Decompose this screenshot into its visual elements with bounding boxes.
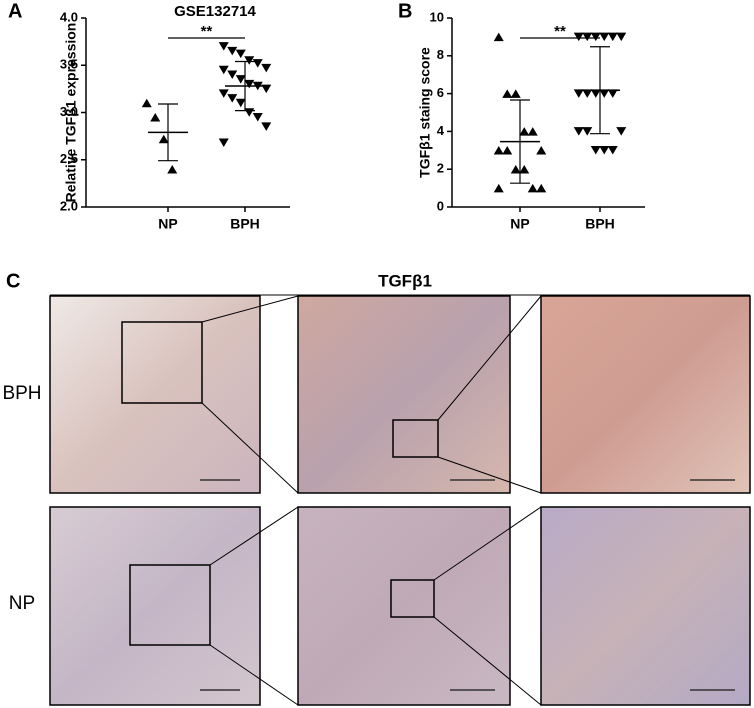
zoom-box <box>129 564 211 646</box>
micrograph <box>540 295 751 494</box>
data-point <box>227 70 238 79</box>
y-tick-label: 2.0 <box>60 198 78 213</box>
data-point <box>235 49 246 59</box>
data-point <box>590 32 601 42</box>
data-point <box>590 146 601 155</box>
panel-c: C TGFβ1 BPH NP <box>2 270 751 706</box>
data-point <box>527 183 538 193</box>
data-point <box>218 65 229 75</box>
data-point <box>244 108 255 117</box>
y-tick-label: 0 <box>437 198 444 213</box>
y-tick-label: 2 <box>437 161 444 176</box>
data-point <box>510 89 521 98</box>
data-point <box>607 32 618 42</box>
data-point <box>616 32 627 42</box>
y-axis-label: TGFβ1 staing score <box>417 47 433 178</box>
y-tick-label: 3.0 <box>60 104 78 119</box>
data-point <box>599 146 610 155</box>
y-axis-label: Relative TGFβ1 expression <box>63 23 79 203</box>
y-tick-label: 2.5 <box>60 151 78 166</box>
data-point <box>227 94 238 103</box>
data-point <box>150 112 161 122</box>
data-point <box>141 98 152 108</box>
data-point <box>158 134 169 144</box>
chart-title: GSE132714 <box>174 3 256 20</box>
data-point <box>244 79 255 89</box>
data-point <box>519 164 530 174</box>
y-tick-label: 4 <box>437 123 445 138</box>
data-point <box>607 146 618 155</box>
y-tick-label: 10 <box>430 9 444 24</box>
significance-label: ** <box>554 23 566 40</box>
data-point <box>502 146 513 155</box>
data-point <box>493 32 504 42</box>
y-tick-label: 8 <box>437 47 444 62</box>
data-point <box>244 56 255 65</box>
data-point <box>218 89 229 98</box>
data-point <box>167 164 178 174</box>
zoom-line <box>433 616 542 706</box>
data-point <box>519 127 530 136</box>
y-tick-label: 3.5 <box>60 57 78 72</box>
micrograph <box>297 295 511 494</box>
significance-label: ** <box>201 23 213 40</box>
panel-title: TGFβ1 <box>378 271 432 290</box>
data-point <box>573 32 584 42</box>
data-point <box>582 32 593 42</box>
data-point <box>227 46 238 56</box>
zoom-box <box>390 579 435 618</box>
data-point <box>536 183 547 193</box>
data-point <box>607 89 618 98</box>
data-point <box>599 89 610 98</box>
data-point <box>261 122 272 131</box>
data-point <box>590 89 601 98</box>
x-tick-label: BPH <box>585 216 615 232</box>
data-point <box>235 98 246 108</box>
data-point <box>235 75 246 84</box>
y-tick-label: 4.0 <box>60 9 78 24</box>
y-tick-label: 6 <box>437 85 444 100</box>
x-tick-label: BPH <box>230 216 260 232</box>
data-point <box>616 127 627 136</box>
panel-label: C <box>6 270 20 292</box>
panel-label: B <box>398 0 412 22</box>
panel-label: A <box>8 0 22 22</box>
zoom-line <box>209 644 299 706</box>
data-point <box>510 164 521 174</box>
micrograph <box>540 506 751 706</box>
zoom-box <box>392 419 439 458</box>
data-point <box>493 146 504 155</box>
micrograph <box>49 506 261 706</box>
row-label: BPH <box>2 383 41 404</box>
zoom-line <box>201 402 299 494</box>
data-point <box>218 138 229 147</box>
zoom-line <box>209 506 299 566</box>
micrograph <box>49 295 261 494</box>
zoom-box <box>121 321 203 404</box>
x-tick-label: NP <box>510 216 529 232</box>
data-point <box>261 63 272 73</box>
data-point <box>218 42 229 51</box>
zoom-line <box>437 456 542 494</box>
zoom-line <box>433 506 542 581</box>
data-point <box>573 89 584 98</box>
micrograph <box>297 506 511 706</box>
data-point <box>582 127 593 136</box>
data-point <box>252 59 263 68</box>
data-point <box>536 146 547 155</box>
data-point <box>599 32 610 42</box>
data-point <box>502 89 513 98</box>
data-point <box>493 183 504 193</box>
data-point <box>573 127 584 136</box>
data-point <box>527 127 538 136</box>
row-label: NP <box>9 593 35 614</box>
zoom-line <box>437 295 542 421</box>
zoom-line <box>201 295 299 323</box>
x-tick-label: NP <box>158 216 177 232</box>
data-point <box>252 112 263 122</box>
data-point <box>582 89 593 98</box>
